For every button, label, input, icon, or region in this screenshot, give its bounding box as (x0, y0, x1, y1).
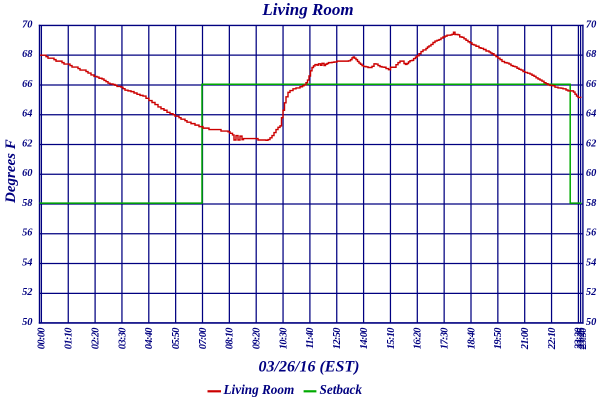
svg-text:23:30: 23:30 (578, 327, 589, 350)
svg-text:07:00: 07:00 (198, 327, 209, 349)
svg-text:08:10: 08:10 (225, 327, 236, 349)
svg-text:14:00: 14:00 (359, 327, 370, 349)
svg-text:66: 66 (22, 79, 33, 90)
svg-text:12:50: 12:50 (332, 327, 343, 349)
svg-text:58: 58 (586, 198, 597, 209)
svg-text:56: 56 (22, 228, 33, 239)
svg-text:18:40: 18:40 (466, 327, 477, 349)
svg-text:01:10: 01:10 (64, 327, 75, 349)
svg-text:Setback: Setback (320, 382, 363, 397)
svg-text:02:20: 02:20 (90, 327, 101, 349)
svg-text:50: 50 (22, 317, 33, 328)
svg-text:22:10: 22:10 (547, 327, 558, 350)
svg-text:58: 58 (22, 198, 33, 209)
svg-text:03/26/16 (EST): 03/26/16 (EST) (259, 359, 360, 376)
svg-text:62: 62 (22, 138, 32, 149)
svg-text:70: 70 (586, 19, 597, 30)
svg-text:56: 56 (586, 228, 597, 239)
svg-text:54: 54 (586, 258, 596, 269)
svg-text:04:40: 04:40 (144, 327, 155, 349)
svg-text:15:10: 15:10 (386, 327, 397, 349)
svg-text:68: 68 (22, 49, 33, 60)
svg-text:60: 60 (22, 168, 33, 179)
svg-text:70: 70 (22, 19, 33, 30)
svg-text:23:25: 23:25 (576, 328, 587, 350)
svg-text:19:50: 19:50 (493, 327, 504, 349)
svg-text:Living Room: Living Room (261, 0, 353, 19)
svg-text:Living Room: Living Room (223, 382, 295, 397)
svg-text:50: 50 (586, 317, 597, 328)
svg-text:60: 60 (586, 168, 597, 179)
svg-text:64: 64 (586, 109, 596, 120)
svg-text:17:30: 17:30 (439, 327, 450, 349)
svg-text:16:20: 16:20 (413, 327, 424, 349)
svg-text:62: 62 (586, 138, 596, 149)
svg-text:52: 52 (22, 287, 32, 298)
svg-text:11:40: 11:40 (305, 327, 316, 349)
svg-text:52: 52 (586, 287, 596, 298)
svg-text:21:00: 21:00 (520, 327, 531, 350)
svg-text:10:30: 10:30 (278, 327, 289, 349)
svg-text:64: 64 (22, 109, 32, 120)
svg-text:00:00: 00:00 (37, 327, 48, 349)
svg-text:05:50: 05:50 (171, 327, 182, 349)
svg-text:54: 54 (22, 258, 32, 269)
svg-text:66: 66 (586, 79, 597, 90)
svg-text:23:20: 23:20 (574, 327, 585, 350)
svg-text:68: 68 (586, 49, 597, 60)
svg-text:Degrees F: Degrees F (3, 139, 19, 204)
svg-text:09:20: 09:20 (252, 327, 263, 349)
svg-text:03:30: 03:30 (117, 327, 128, 349)
